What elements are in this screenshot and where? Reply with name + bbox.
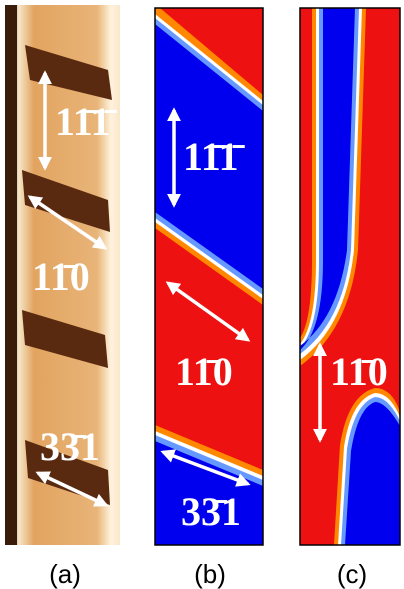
miller-label: 11̄0: [32, 254, 90, 299]
miller-label: 33̄1: [40, 424, 100, 469]
figure: 11̄1̄ 11̄0 33̄1 (a) 11̄1̄ 11̄0 33̄1 (b): [0, 0, 404, 589]
miller-label: 11̄1̄: [183, 134, 246, 179]
caption: (a): [49, 559, 81, 589]
caption: (b): [194, 559, 226, 589]
panel-c: 11̄0 (c): [300, 8, 400, 589]
miller-label: 11̄0: [175, 349, 233, 394]
miller-label: 33̄1: [181, 489, 241, 534]
edge: [5, 5, 17, 545]
panel-b: 11̄1̄ 11̄0 33̄1 (b): [155, 8, 263, 589]
panel-a: 11̄1̄ 11̄0 33̄1 (a): [5, 5, 120, 589]
miller-label: 11̄1̄: [55, 99, 118, 144]
caption: (c): [337, 559, 367, 589]
miller-label: 11̄0: [330, 349, 388, 394]
